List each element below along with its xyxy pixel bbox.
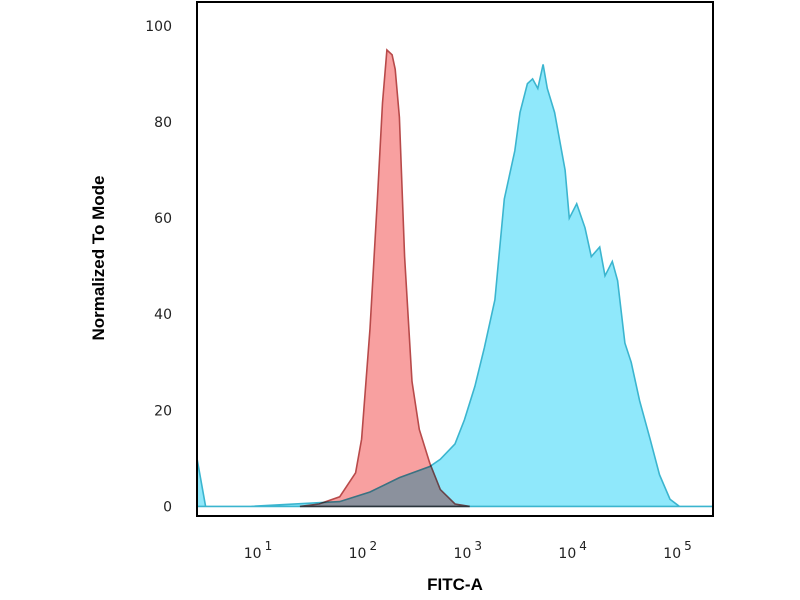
y-tick-label: 60 <box>154 211 172 227</box>
x-tick-label: 10 4 <box>558 539 586 562</box>
histogram-series-1 <box>196 64 714 508</box>
y-axis-ticks: 0 20 40 60 80 100 <box>145 19 172 515</box>
x-tick-label: 10 1 <box>244 539 272 562</box>
y-tick-label: 80 <box>154 115 172 131</box>
x-tick-label: 10 3 <box>454 539 482 562</box>
y-tick-label: 0 <box>163 499 172 515</box>
y-tick-label: 20 <box>154 403 172 419</box>
x-axis-label: FITC-A <box>427 575 483 594</box>
plot-frame <box>196 1 714 517</box>
y-tick-label: 100 <box>145 19 172 35</box>
y-axis-label: Normalized To Mode <box>89 176 108 341</box>
x-axis-ticks: 10 1 10 2 10 3 10 4 10 5 <box>244 539 692 562</box>
y-tick-label: 40 <box>154 307 172 323</box>
x-tick-label: 10 5 <box>663 539 691 562</box>
histogram-series-2 <box>299 48 470 508</box>
plot-area <box>196 48 714 508</box>
x-tick-label: 10 2 <box>349 539 377 562</box>
